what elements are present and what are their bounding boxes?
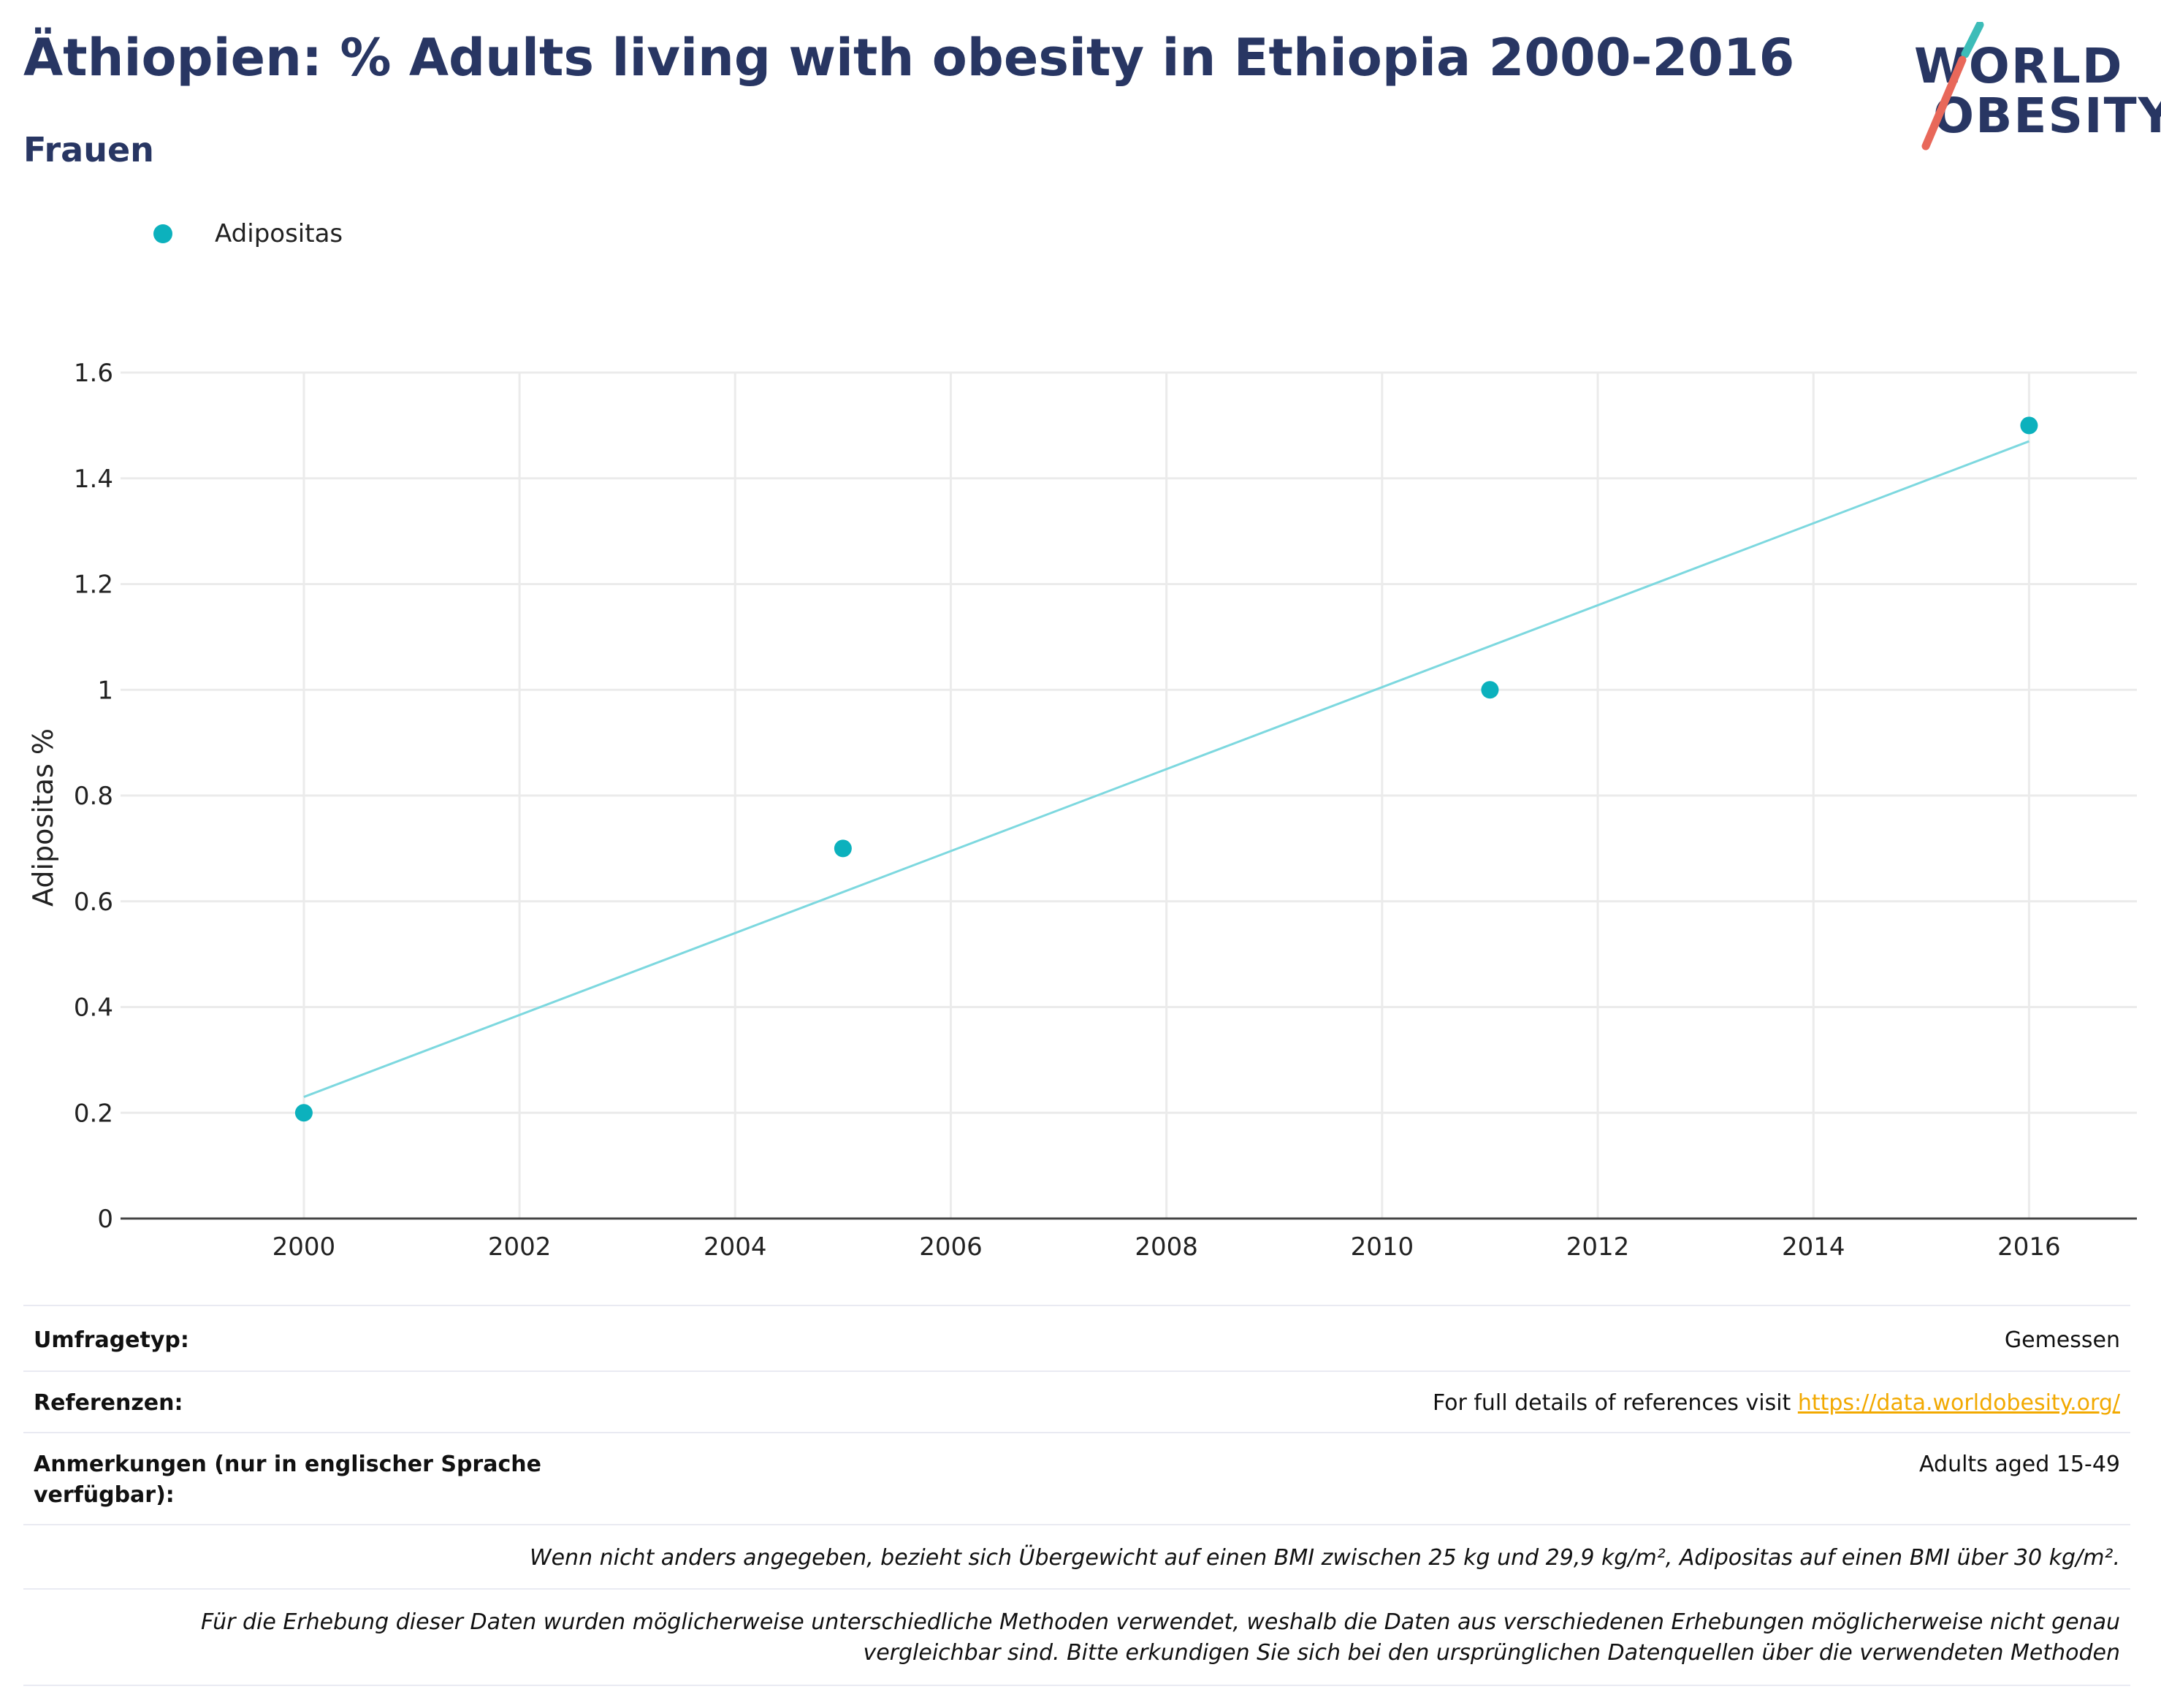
notes-value: Adults aged 15-49 (1919, 1452, 2120, 1477)
data-point (294, 1104, 313, 1122)
legend-marker-icon (153, 224, 172, 243)
y-tick-label: 1.2 (74, 571, 113, 600)
trendline (303, 440, 2029, 1098)
y-tick-label: 0.8 (74, 782, 113, 811)
data-point (834, 839, 852, 858)
x-tick-label: 2016 (1997, 1232, 2061, 1262)
survey-type-row: Umfragetyp: Gemessen (23, 1305, 2130, 1370)
references-text: For full details of references visit (1432, 1390, 1791, 1416)
trendline-group (303, 440, 2029, 1098)
x-tick-label: 2010 (1351, 1232, 1414, 1262)
y-tick-label: 1 (97, 676, 113, 705)
data-point (2020, 416, 2038, 435)
y-tick-label: 0.4 (74, 994, 113, 1023)
references-label: Referenzen: (34, 1390, 183, 1416)
data-point (1481, 681, 1499, 699)
bmi-note: Wenn nicht anders angegeben, bezieht sic… (529, 1545, 2120, 1571)
x-tick-label: 2012 (1566, 1232, 1630, 1262)
y-tick-label: 0 (97, 1205, 113, 1234)
scatter-chart: 2000 2002 2004 2006 2008 2010 2012 2014 2016 0 0.2… (27, 359, 2137, 1262)
y-tick-label: 0.6 (74, 888, 113, 917)
references-row: Referenzen: For full details of referenc… (23, 1370, 2130, 1432)
x-tick-label: 2004 (704, 1232, 767, 1262)
references-link[interactable]: https://data.worldobesity.org/ (1797, 1390, 2120, 1416)
logo-slash-icon (1921, 22, 1984, 150)
chart-title: Äthiopien: % Adults living with obesity … (23, 28, 1795, 88)
chart-footer: Umfragetyp: Gemessen Referenzen: For ful… (23, 1305, 2130, 1686)
references-value: For full details of references visit htt… (1433, 1388, 2120, 1419)
method-note-row: Für die Erhebung dieser Daten wurden mög… (23, 1588, 2130, 1686)
logo-word-obesity: OBESITY (1933, 88, 2161, 144)
chart-legend[interactable]: Adipositas (153, 219, 343, 248)
bmi-note-row: Wenn nicht anders angegeben, bezieht sic… (23, 1524, 2130, 1588)
y-tick-label: 1.4 (74, 465, 113, 494)
y-axis-label: Adipositas % (27, 728, 59, 907)
survey-type-label: Umfragetyp: (34, 1327, 189, 1353)
x-tick-label: 2008 (1135, 1232, 1198, 1262)
notes-label: Anmerkungen (nur in englischer Sprache v… (34, 1452, 541, 1508)
survey-type-value: Gemessen (2004, 1327, 2120, 1353)
x-tick-label: 2006 (919, 1232, 983, 1262)
y-tick-label: 0.2 (74, 1099, 113, 1128)
x-tick-label: 2002 (488, 1232, 552, 1262)
notes-row: Anmerkungen (nur in englischer Sprache v… (23, 1432, 2130, 1524)
world-obesity-logo[interactable]: WORLD OBESITY (1907, 22, 2161, 153)
chart-subtitle: Frauen (23, 130, 154, 169)
x-tick-label: 2014 (1782, 1232, 1845, 1262)
y-tick-label: 1.6 (74, 359, 113, 388)
legend-label: Adipositas (215, 219, 343, 248)
method-note: Für die Erhebung dieser Daten wurden mög… (201, 1609, 2120, 1666)
x-tick-label: 2000 (272, 1232, 336, 1262)
chart-gridlines (121, 371, 2137, 1219)
chart-tick-labels: 2000 2002 2004 2006 2008 2010 2012 2014 2016 0 0.2… (74, 359, 2061, 1262)
data-points-group (294, 416, 2038, 1122)
